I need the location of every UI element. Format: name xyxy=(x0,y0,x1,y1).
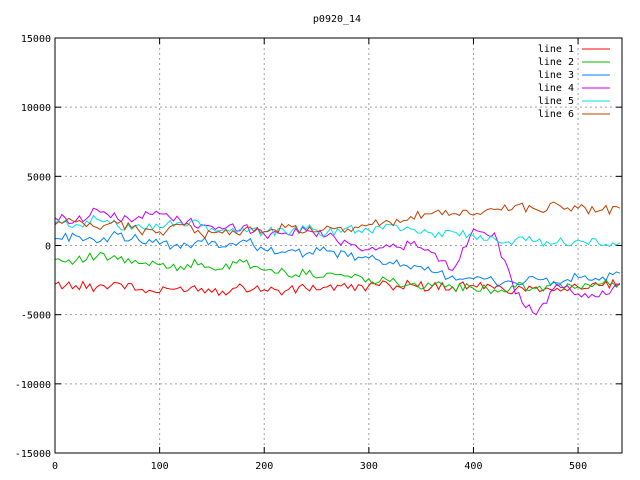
y-tick-label: 15000 xyxy=(21,34,51,45)
legend: line 1 line 2 line 3 line 4 line 5 line 6 xyxy=(538,44,610,120)
y-tick-label: -15000 xyxy=(15,449,51,460)
axis-layer: -15000 -10000 -5000 0 5000 10000 15000 0 100 200 3… xyxy=(15,34,622,472)
x-tick-label: 400 xyxy=(464,461,482,472)
series-line-4 xyxy=(54,207,620,316)
plot-frame xyxy=(54,37,623,454)
x-tick-label: 200 xyxy=(255,461,273,472)
series-line-3 xyxy=(55,230,621,288)
series-layer xyxy=(54,201,621,316)
series-line-1 xyxy=(54,278,621,297)
y-tick-label: -10000 xyxy=(15,380,51,391)
series-line-5 xyxy=(54,214,621,248)
y-tick-label: 0 xyxy=(45,242,51,253)
legend-label: line 2 xyxy=(538,57,574,68)
x-tick-label: 500 xyxy=(569,461,587,472)
y-tick-label: 10000 xyxy=(21,103,51,114)
legend-label: line 6 xyxy=(538,109,574,120)
legend-label: line 4 xyxy=(538,83,574,94)
x-tick-label: 0 xyxy=(52,461,58,472)
grid-layer xyxy=(55,38,622,453)
legend-label: line 3 xyxy=(538,70,574,81)
x-tick-label: 300 xyxy=(360,461,378,472)
chart-title: p0920_14 xyxy=(313,14,361,25)
legend-label: line 1 xyxy=(538,44,574,55)
series-line-2 xyxy=(54,252,621,295)
x-tick-label: 100 xyxy=(151,461,169,472)
y-tick-label: -5000 xyxy=(21,311,51,322)
legend-label: line 5 xyxy=(538,96,574,107)
y-tick-label: 5000 xyxy=(27,172,51,183)
series-line-6 xyxy=(54,201,621,239)
